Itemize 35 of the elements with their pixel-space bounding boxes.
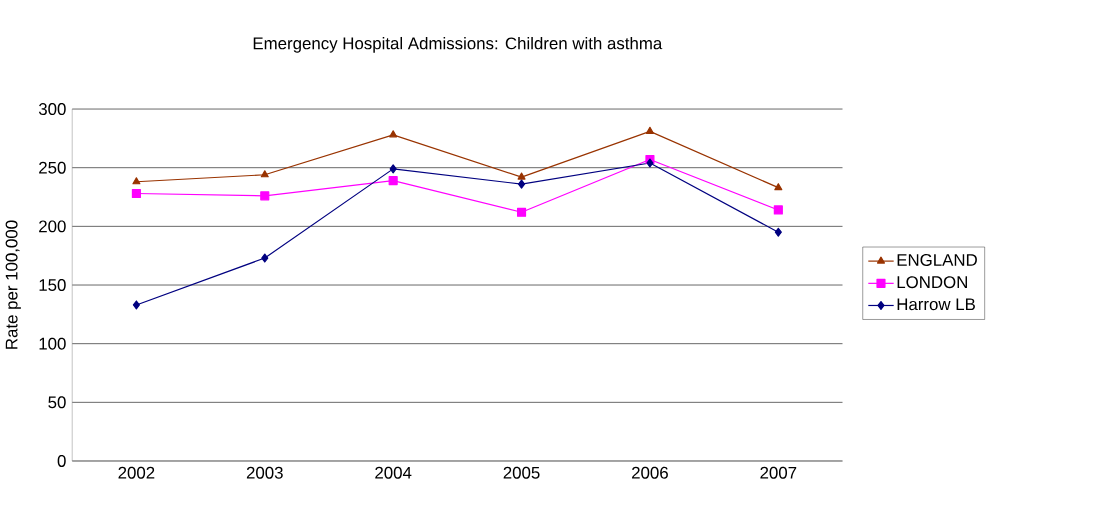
- x-tick-label: 2007: [760, 466, 797, 479]
- x-tick-label: 2002: [118, 466, 155, 479]
- point: [646, 158, 654, 168]
- y-tick-label: 100: [39, 337, 66, 350]
- point: [645, 126, 654, 134]
- point: [131, 188, 141, 198]
- y-tick-label: 300: [38, 102, 66, 115]
- y-tick-label: 200: [39, 220, 66, 233]
- legend-label: LONDON: [897, 276, 967, 288]
- legend-label: Harrow LB: [897, 298, 975, 310]
- point: [517, 179, 526, 189]
- point: [773, 205, 783, 215]
- point: [261, 253, 269, 263]
- x-tick-label: 2004: [375, 466, 412, 479]
- y-tick-label: 0: [57, 454, 66, 467]
- point: [774, 182, 783, 191]
- point: [132, 177, 141, 185]
- point: [260, 191, 270, 201]
- legend-label: ENGLAND: [897, 253, 977, 266]
- x-tick-label: 2005: [503, 466, 540, 479]
- point: [388, 175, 398, 185]
- x-tick-label: 2006: [632, 466, 668, 479]
- y-tick-label: 150: [39, 278, 66, 291]
- point: [517, 172, 526, 180]
- point: [132, 300, 140, 310]
- y-tick-label: 50: [48, 396, 66, 409]
- y-axis-title: Rate per 100,000: [5, 220, 21, 349]
- point: [774, 227, 782, 237]
- chart-title: Emergency Hospital Admissions: Children with asthma: [253, 36, 663, 53]
- point: [516, 207, 527, 217]
- point: [389, 164, 397, 174]
- y-tick-label: 250: [39, 161, 66, 174]
- point: [260, 169, 269, 178]
- x-tick-label: 2003: [246, 466, 283, 479]
- point: [389, 130, 398, 138]
